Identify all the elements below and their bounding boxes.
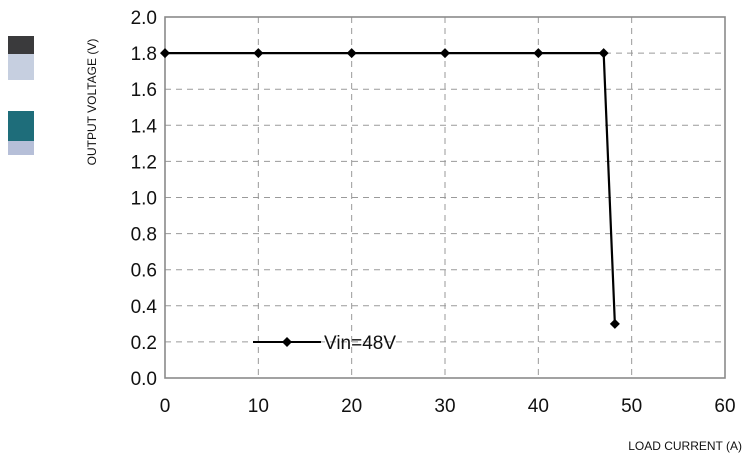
x-tick-label: 60	[714, 396, 735, 417]
x-axis-title: LOAD CURRENT (A)	[628, 439, 742, 453]
x-tick-label: 10	[248, 396, 269, 417]
data-point	[440, 48, 450, 59]
x-tick-label: 20	[341, 396, 362, 417]
y-tick-label: 2.0	[131, 8, 157, 29]
legend: Vin=48V	[253, 333, 396, 354]
data-point	[346, 48, 357, 59]
series-layer	[160, 48, 620, 329]
data-point	[160, 48, 170, 59]
data-point	[609, 318, 620, 329]
plot-area-frame	[164, 16, 726, 379]
data-point	[598, 48, 609, 59]
color-swatches	[8, 36, 34, 155]
x-tick-label: 30	[434, 396, 455, 417]
y-tick-label: 0.2	[131, 333, 157, 354]
x-axis: 0 10 20 30 40 50 60	[160, 396, 736, 417]
x-tick-label: 50	[621, 396, 642, 417]
y-tick-label: 0.6	[131, 261, 157, 282]
y-tick-label: 0.4	[131, 297, 158, 318]
y-tick-label: 1.8	[131, 44, 157, 65]
data-point	[533, 48, 544, 59]
y-tick-label: 0.8	[131, 225, 157, 246]
grid	[165, 17, 725, 378]
series-line-vin-48v	[165, 51, 616, 324]
swatch-teal	[8, 111, 34, 141]
x-tick-label: 40	[528, 396, 549, 417]
y-tick-label: 1.6	[131, 80, 157, 101]
y-tick-label: 1.0	[131, 189, 157, 210]
swatch-light	[8, 54, 34, 80]
x-tick-label: 0	[160, 396, 171, 417]
legend-label-vin-48v: Vin=48V	[324, 333, 396, 354]
legend-marker	[282, 337, 292, 347]
y-tick-label: 1.4	[131, 116, 158, 137]
y-tick-label: 0.0	[131, 369, 157, 390]
y-axis-title: OUTPUT VOLTAGE (V)	[85, 39, 99, 166]
y-tick-label: 1.2	[131, 152, 157, 173]
swatch-dark	[8, 36, 34, 54]
swatch-lilac	[8, 141, 34, 155]
y-axis: 0.0 0.2 0.4 0.6 0.8 1.0 1.2 1.4 1.6 1.8 2.0	[131, 8, 158, 390]
data-point	[253, 48, 264, 59]
